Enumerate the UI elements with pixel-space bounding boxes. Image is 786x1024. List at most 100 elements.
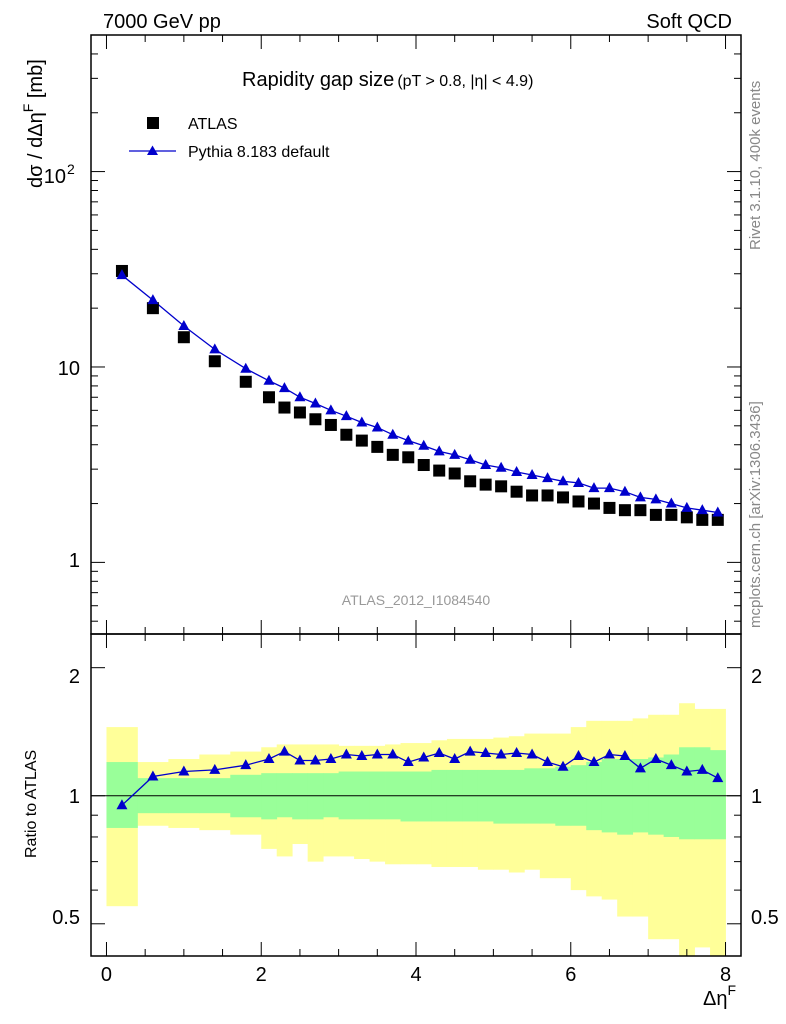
xtick-label: 2	[256, 964, 267, 986]
atlas-point	[324, 418, 337, 431]
atlas-point	[309, 413, 322, 426]
xtick-label: 4	[410, 964, 421, 986]
ratio-point	[209, 763, 221, 774]
pythia-point	[557, 475, 569, 486]
pythia-point	[325, 404, 337, 415]
ratio-marks	[91, 703, 741, 956]
ratio-point	[325, 752, 337, 763]
ratio-point	[542, 756, 554, 767]
atlas-point	[386, 448, 399, 461]
ratio-point	[178, 765, 190, 776]
legend-pythia-label: Pythia 8.183 default	[188, 144, 330, 161]
pythia-line	[121, 274, 718, 514]
ratio-ytick-label-05-right: 0.5	[751, 907, 779, 929]
atlas-point	[146, 302, 159, 315]
pythia-point	[309, 397, 321, 408]
pythia-point	[418, 439, 430, 450]
pythia-point	[116, 269, 128, 280]
ytick-label-1: 1	[69, 550, 80, 572]
ratio-ytick-label-05-left: 0.5	[52, 907, 80, 929]
atlas-point	[526, 489, 539, 502]
pythia-point	[263, 374, 275, 385]
ratio-ytick-label-2-right: 2	[751, 666, 762, 688]
inner-uncertainty-band	[508, 769, 525, 824]
pythia-point	[665, 497, 677, 508]
pythia-point	[495, 461, 507, 472]
ratio-point	[371, 748, 383, 759]
atlas-point	[448, 467, 461, 480]
ratio-point	[294, 754, 306, 765]
atlas-point	[587, 497, 600, 510]
ytick-label-100: 10	[44, 166, 66, 188]
ratio-point	[278, 745, 290, 756]
atlas-point	[262, 391, 275, 404]
ratio-point	[418, 751, 430, 762]
atlas-point	[239, 375, 252, 388]
xtick-label: 8	[720, 964, 731, 986]
atlas-point	[177, 331, 190, 344]
atlas-point	[557, 491, 570, 504]
atlas-point	[603, 501, 616, 514]
pythia-point	[387, 428, 399, 439]
ratio-point	[603, 748, 615, 759]
inner-uncertainty-band	[679, 747, 695, 840]
pythia-point	[573, 476, 584, 487]
source-label: mcplots.cern.ch [arXiv:1306.3436]	[747, 401, 764, 628]
ratio-point	[634, 762, 646, 773]
inner-uncertainty-band	[694, 747, 711, 840]
atlas-point	[371, 440, 384, 453]
ratio-point	[696, 763, 708, 774]
inner-uncertainty-band	[276, 773, 293, 818]
xtick-label: 0	[101, 964, 112, 986]
rivet-version-label: Rivet 3.1.10, 400k events	[747, 81, 764, 250]
pythia-point	[634, 491, 646, 502]
main-marks	[115, 264, 724, 526]
ratio-ticks	[91, 634, 741, 956]
pythia-point	[340, 410, 352, 421]
ratio-point	[263, 752, 275, 763]
inner-uncertainty-band	[555, 766, 572, 826]
ratio-point	[387, 748, 399, 759]
pythia-point	[588, 482, 600, 493]
pythia-point	[480, 459, 492, 470]
inner-uncertainty-band	[307, 773, 324, 820]
atlas-point	[665, 508, 678, 521]
legend-atlas-label: ATLAS	[188, 116, 238, 133]
atlas-point	[278, 401, 291, 414]
pythia-point	[356, 416, 368, 427]
atlas-point	[541, 489, 554, 502]
xtick-label: 6	[565, 964, 576, 986]
atlas-point	[618, 504, 631, 517]
pythia-point	[147, 294, 159, 305]
atlas-point	[495, 480, 508, 493]
legend-atlas-marker	[147, 117, 159, 129]
pythia-point	[511, 466, 523, 477]
inner-uncertainty-band	[416, 771, 432, 822]
ratio-point	[681, 765, 693, 776]
ratio-panel: 2 1 0.5 2 1 0.5 Ratio to ATLAS 0 2 4 6 8 ΔηF	[23, 633, 779, 1010]
atlas-point	[711, 513, 724, 526]
atlas-point	[479, 478, 492, 491]
header-energy-label: 7000 GeV pp	[103, 11, 221, 33]
chart-title: Rapidity gap size (pT > 0.8, |η| < 4.9)	[242, 69, 533, 91]
ratio-point	[495, 748, 507, 759]
pythia-point	[178, 320, 190, 331]
ytick-label-100-exponent: 2	[67, 161, 75, 177]
inner-uncertainty-band	[617, 758, 634, 835]
legend-pythia-marker	[147, 145, 158, 155]
pythia-point	[464, 453, 476, 464]
ratio-point	[464, 745, 476, 756]
ratio-point	[573, 749, 584, 760]
inner-uncertainty-band	[710, 750, 726, 840]
ratio-point	[402, 756, 414, 767]
ratio-ytick-label-1-left: 1	[69, 786, 80, 808]
ytick-label-10: 10	[58, 358, 80, 380]
pythia-point	[294, 391, 306, 402]
ratio-ytick-label-1-right: 1	[751, 786, 762, 808]
ratio-point	[588, 756, 600, 767]
atlas-point	[634, 504, 647, 517]
ratio-point	[665, 759, 677, 770]
pythia-point	[696, 504, 708, 515]
ratio-point	[511, 747, 523, 758]
ratio-point	[650, 752, 662, 763]
